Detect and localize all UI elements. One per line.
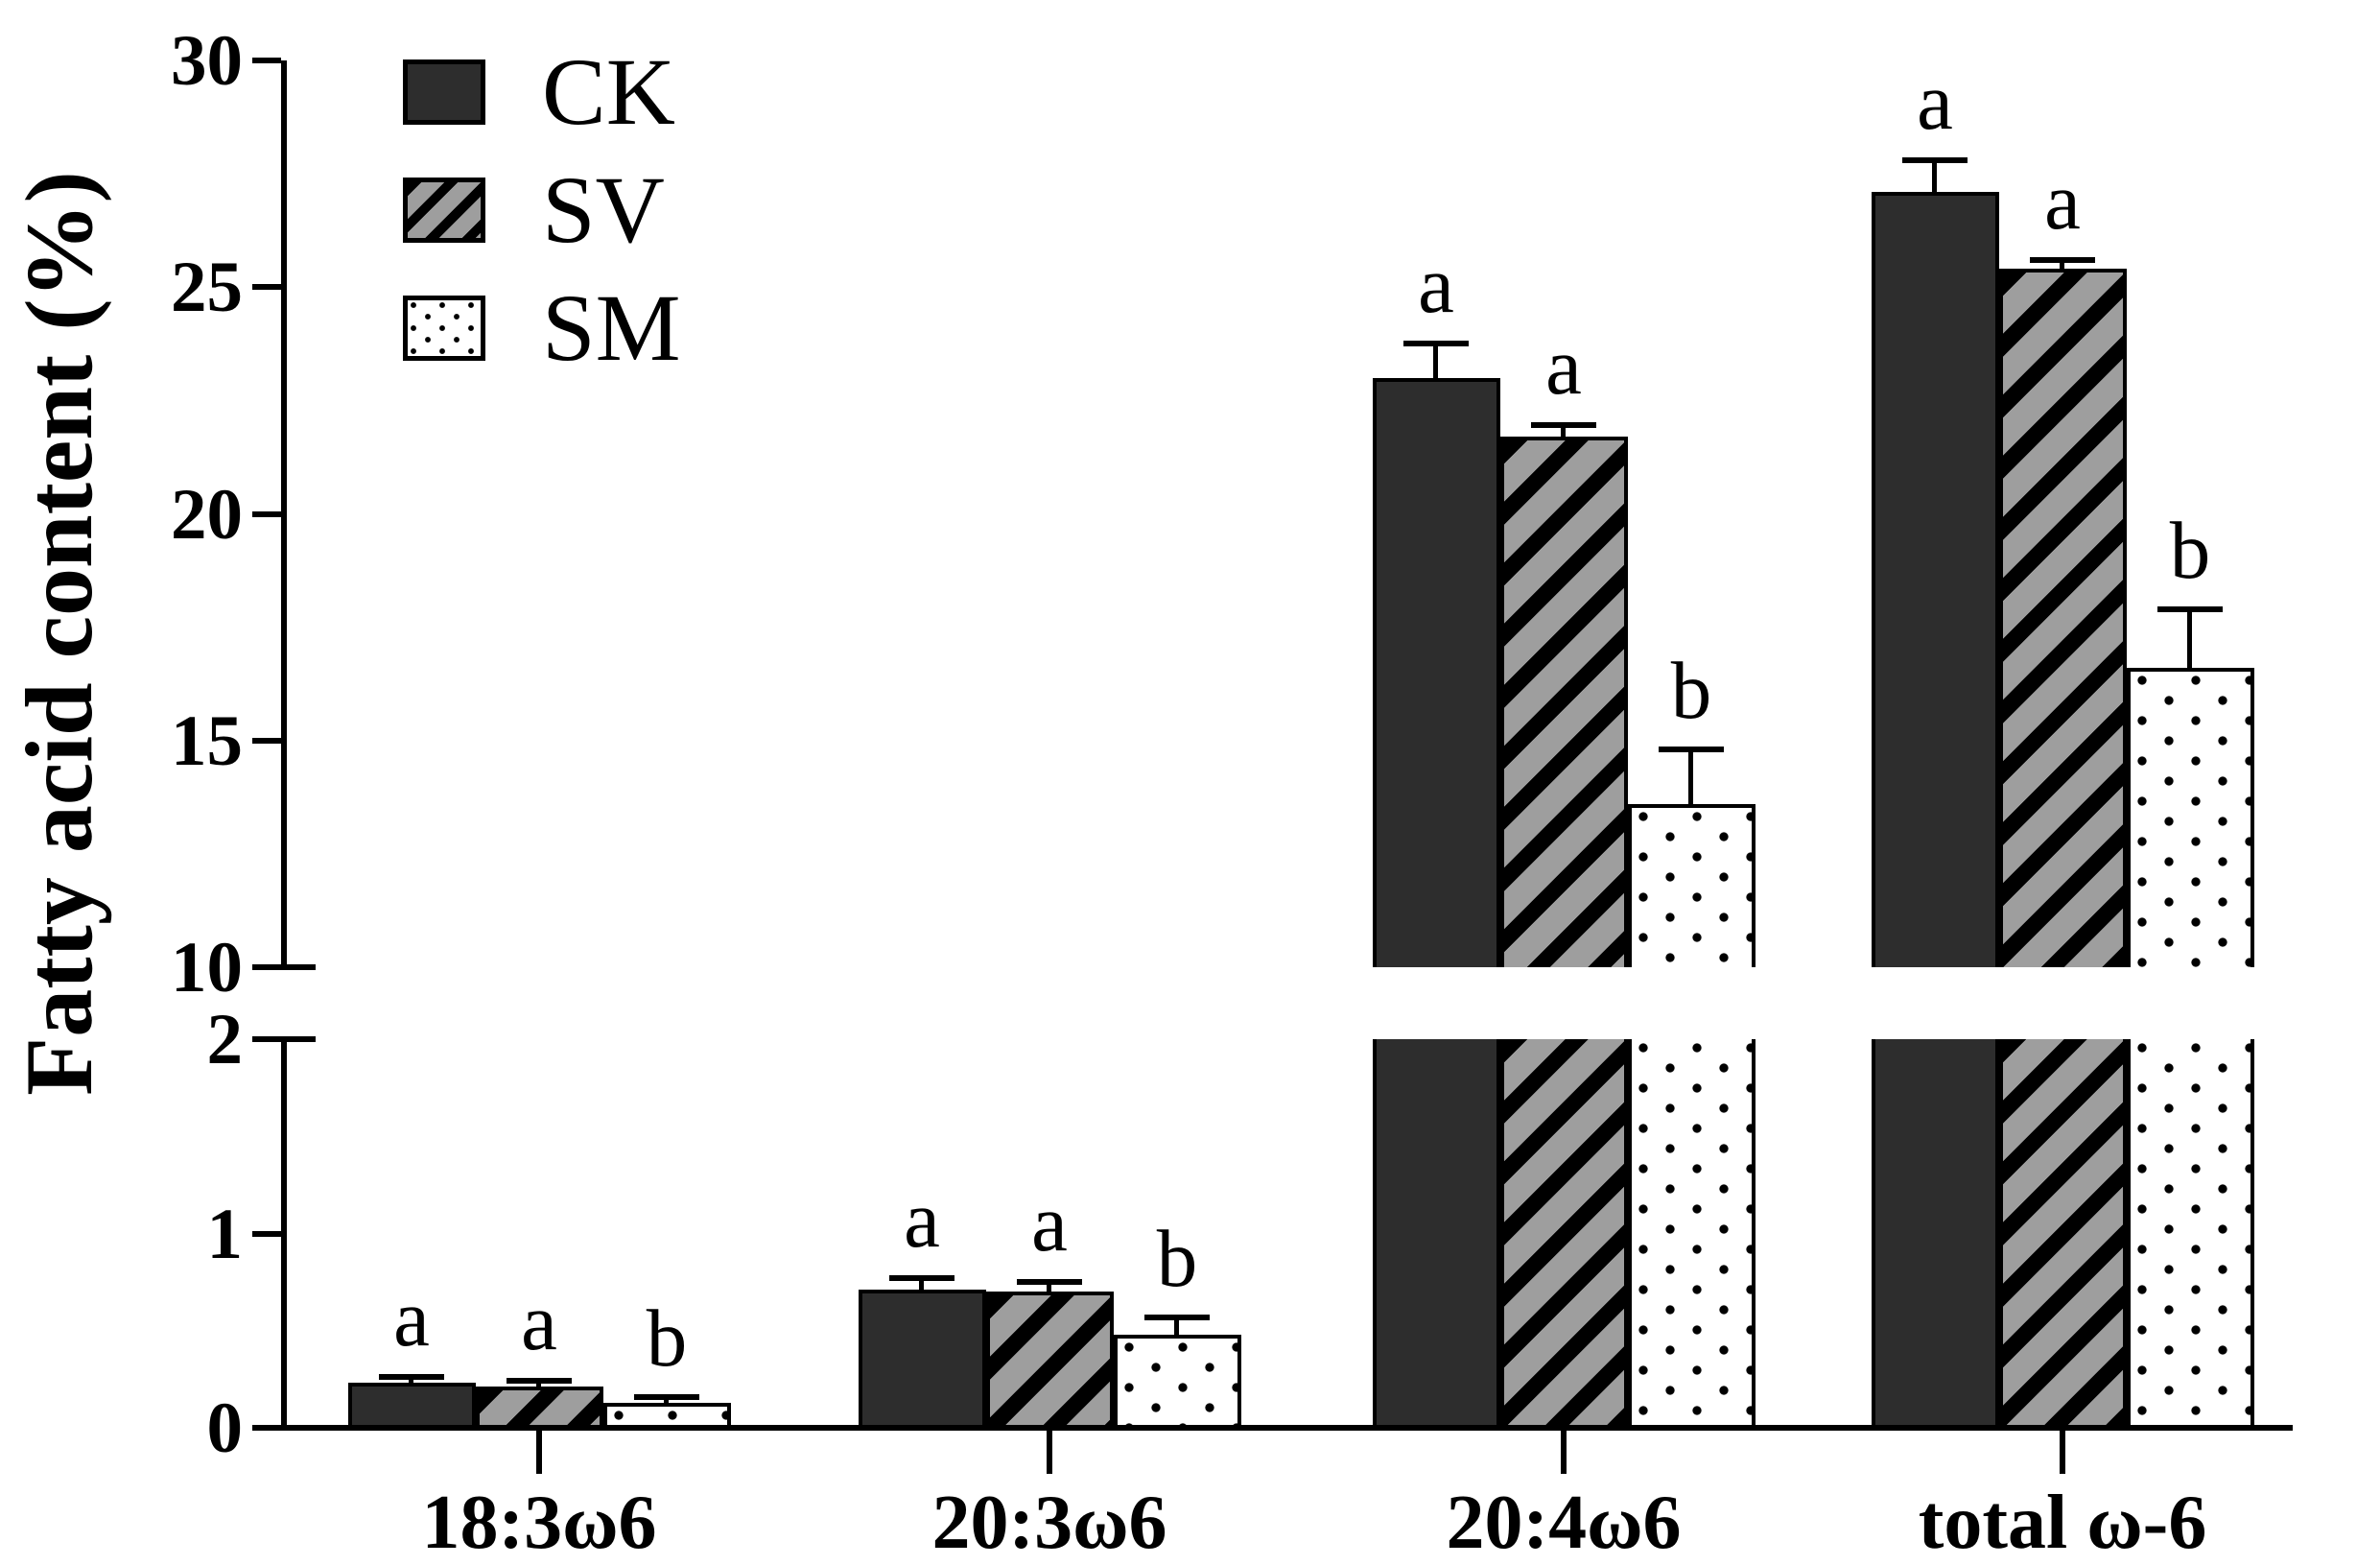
- significance-letter: b: [646, 1292, 688, 1384]
- error-bar-whisker: [919, 1278, 924, 1291]
- bar-sv-3-lower: [1998, 1039, 2127, 1428]
- bar-sm-3-lower: [2126, 1039, 2254, 1428]
- legend-label-sv: SV: [542, 156, 665, 263]
- significance-letter: a: [1031, 1178, 1068, 1269]
- error-bar-cap: [889, 1275, 954, 1282]
- error-bar-whisker: [536, 1381, 541, 1387]
- bar-sv-2-upper: [1499, 437, 1628, 967]
- legend-swatch-ck: [403, 59, 485, 125]
- x-axis: [281, 1425, 2293, 1431]
- significance-letter: a: [1545, 321, 1582, 413]
- x-category-label-3: total ω-6: [1918, 1481, 2207, 1565]
- error-bar-cap: [1531, 422, 1596, 429]
- error-bar-cap: [1902, 156, 1968, 163]
- significance-letter: a: [393, 1273, 430, 1364]
- error-bar-cap: [634, 1393, 699, 1400]
- significance-letter: b: [2169, 505, 2211, 596]
- error-bar-whisker: [409, 1377, 413, 1384]
- error-bar-whisker: [664, 1396, 669, 1403]
- error-bar-whisker: [1688, 749, 1693, 804]
- bar-sv-2-lower: [1499, 1039, 1628, 1428]
- significance-letter: a: [2044, 155, 2081, 247]
- y-tick-0: [252, 1425, 281, 1431]
- bar-ck-3-lower: [1871, 1039, 1999, 1428]
- significance-letter: a: [1917, 56, 1953, 147]
- error-bar-whisker: [1174, 1316, 1179, 1335]
- y-tick-label-15: 15: [171, 700, 243, 781]
- x-tick-0: [536, 1431, 542, 1474]
- bar-ck-3-upper: [1871, 192, 1999, 967]
- y-tick-10: [252, 964, 316, 970]
- bar-ck-0: [347, 1383, 476, 1428]
- error-bar-cap: [379, 1374, 444, 1381]
- y-tick-15: [252, 737, 281, 744]
- x-tick-2: [1561, 1431, 1567, 1474]
- error-bar-cap: [507, 1378, 572, 1385]
- significance-letter: a: [1418, 240, 1454, 331]
- y-tick-label-20: 20: [171, 474, 243, 555]
- bar-sm-1: [1113, 1334, 1241, 1428]
- error-bar-cap: [1659, 747, 1724, 753]
- x-tick-1: [1047, 1431, 1052, 1474]
- y-tick-label-0: 0: [206, 1388, 244, 1468]
- x-category-label-2: 20:4ω6: [1446, 1481, 1682, 1565]
- y-tick-30: [252, 58, 281, 63]
- y-tick-20: [252, 510, 281, 517]
- bar-ck-2-lower: [1372, 1039, 1500, 1428]
- y-tick-label-30: 30: [171, 21, 243, 101]
- y-tick-2: [252, 1036, 316, 1042]
- bar-sv-3-upper: [1998, 269, 2127, 967]
- error-bar-cap: [1017, 1279, 1082, 1286]
- y-tick-label-25: 25: [171, 248, 243, 328]
- significance-letter: b: [1670, 646, 1712, 737]
- bar-sv-0: [475, 1387, 603, 1428]
- y-axis-lower-segment: [281, 1039, 287, 1428]
- error-bar-cap: [1144, 1314, 1210, 1320]
- significance-letter: b: [1156, 1213, 1198, 1304]
- y-tick-label-10: 10: [171, 928, 243, 1008]
- y-tick-label-2: 2: [206, 1000, 244, 1079]
- significance-letter: a: [904, 1174, 940, 1266]
- error-bar-whisker: [1047, 1282, 1051, 1292]
- error-bar-cap: [2030, 256, 2095, 263]
- error-bar-whisker: [1932, 159, 1937, 192]
- bar-ck-2-upper: [1372, 377, 1500, 967]
- significance-letter: a: [521, 1277, 557, 1368]
- bar-sm-0: [602, 1402, 731, 1428]
- error-bar-cap: [2157, 605, 2223, 612]
- x-tick-3: [2060, 1431, 2065, 1474]
- y-axis-upper-segment: [281, 60, 287, 967]
- bar-sm-3-upper: [2126, 668, 2254, 967]
- bar-sm-2-lower: [1627, 1039, 1756, 1428]
- error-bar-whisker: [1433, 344, 1438, 378]
- bar-ck-1: [858, 1290, 986, 1428]
- y-tick-label-1: 1: [206, 1194, 244, 1274]
- error-bar-whisker: [1561, 425, 1566, 438]
- legend-label-ck: CK: [542, 38, 675, 145]
- error-bar-whisker: [2060, 259, 2064, 270]
- legend-swatch-sm: [403, 296, 485, 361]
- legend-label-sm: SM: [542, 274, 681, 381]
- bar-sv-1: [985, 1292, 1114, 1428]
- x-category-label-0: 18:3ω6: [421, 1481, 657, 1565]
- error-bar-cap: [1403, 341, 1469, 347]
- bar-sm-2-upper: [1627, 803, 1756, 967]
- x-category-label-1: 20:3ω6: [931, 1481, 1167, 1565]
- error-bar-whisker: [2187, 608, 2192, 669]
- y-tick-25: [252, 284, 281, 291]
- y-tick-1: [252, 1230, 281, 1237]
- legend-swatch-sv: [403, 178, 485, 243]
